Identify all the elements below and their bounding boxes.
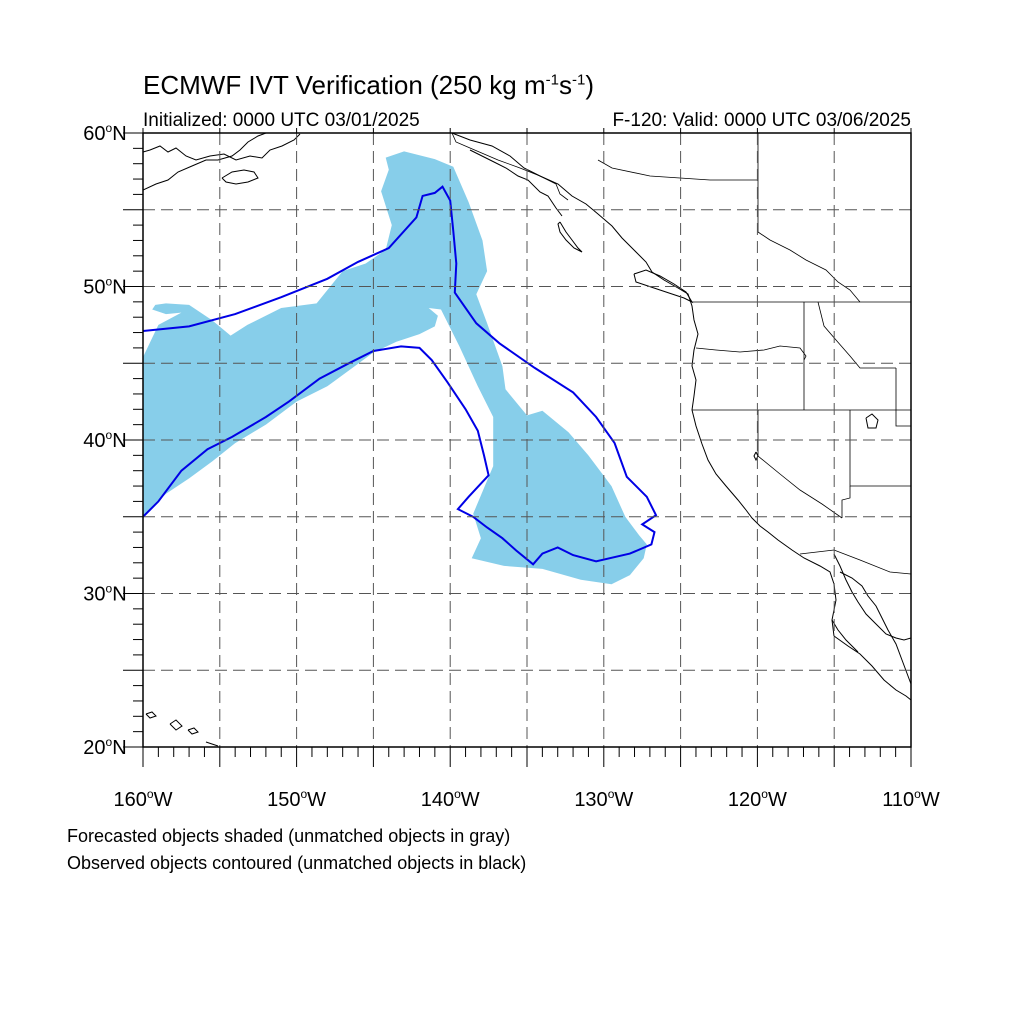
lat-tick-label: 50oN xyxy=(83,275,126,299)
lon-tick-label: 110oW xyxy=(882,787,940,811)
lon-tick-label: 130oW xyxy=(574,787,633,811)
observed-ivt-contour xyxy=(143,185,658,566)
hawaii-big-island xyxy=(169,719,183,731)
lon-tick-label: 150oW xyxy=(267,787,326,811)
hawaii-maui xyxy=(187,727,199,735)
nv-az-border xyxy=(841,486,851,518)
mexico-mainland-coastline xyxy=(839,571,911,685)
lat-tick-label: 20oN xyxy=(83,735,126,759)
kodiak-island-coastline xyxy=(221,169,259,185)
forecast-ivt-object xyxy=(143,151,647,585)
map-plot-area xyxy=(143,133,911,747)
lon-tick-label: 160oW xyxy=(114,787,173,811)
canada-alaska-border xyxy=(451,133,569,201)
us-mexico-border xyxy=(799,549,911,575)
observed-caption: Observed objects contoured (unmatched ob… xyxy=(67,853,527,873)
baja-gulf-coastline xyxy=(833,553,911,641)
ca-nv-border xyxy=(757,410,843,519)
yukon-bc-border xyxy=(597,159,758,181)
forecast-caption: Forecasted objects shaded (unmatched obj… xyxy=(67,826,511,846)
alaska-west-coastline xyxy=(143,133,267,191)
lon-tick-label: 140oW xyxy=(421,787,480,811)
alaska-south-coastline xyxy=(143,133,301,161)
hawaii-oahu xyxy=(205,741,219,747)
title-exponent-1: -1 xyxy=(545,71,559,89)
hawaii-kauai xyxy=(145,711,157,719)
wy-border xyxy=(895,368,911,427)
lat-tick-label: 60oN xyxy=(83,121,126,145)
great-salt-lake xyxy=(865,413,879,429)
lake-tahoe xyxy=(753,451,759,462)
title-exponent-2: -1 xyxy=(571,71,586,89)
init-time-label: Initialized: 0000 UTC 03/01/2025 xyxy=(143,110,420,131)
title-unit-s: s xyxy=(558,70,572,100)
or-wa-border xyxy=(695,345,807,361)
figure-title: ECMWF IVT Verification (250 kg m-1s-1) xyxy=(143,70,594,101)
baja-tip-coastline xyxy=(831,619,859,653)
axis-tick-labels: 160oW 150oW 140oW 130oW 120oW 110oW 60oN 50oN 40… xyxy=(83,121,940,811)
title-text: ECMWF IVT Verification (250 kg m xyxy=(143,70,546,100)
lat-tick-label: 30oN xyxy=(83,582,126,606)
lat-lon-gridlines xyxy=(143,133,911,747)
lon-tick-label: 120oW xyxy=(728,787,787,811)
axis-ticks xyxy=(123,128,912,767)
id-mt-border xyxy=(817,301,896,369)
political-boundaries xyxy=(451,133,911,575)
title-close-paren: ) xyxy=(585,70,594,100)
lat-tick-label: 40oN xyxy=(83,428,126,452)
bc-alberta-border xyxy=(757,133,861,303)
se-alaska-coastline xyxy=(469,149,563,217)
haida-gwaii-coastline xyxy=(557,221,583,253)
vancouver-island-coastline xyxy=(633,269,694,304)
valid-time-label: F-120: Valid: 0000 UTC 03/06/2025 xyxy=(612,110,911,131)
